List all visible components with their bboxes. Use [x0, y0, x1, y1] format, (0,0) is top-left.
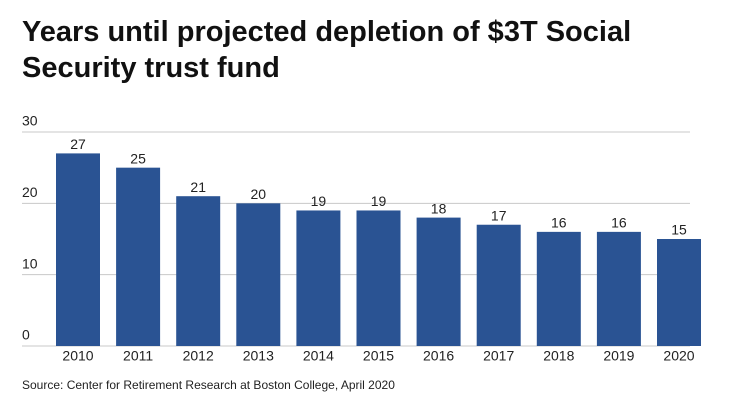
data-label: 16 [611, 215, 627, 231]
bar [236, 203, 281, 346]
data-label: 19 [371, 193, 387, 209]
y-tick-label: 20 [22, 184, 38, 200]
data-label: 27 [70, 136, 86, 152]
x-tick-label: 2012 [183, 348, 214, 364]
y-tick-label: 0 [22, 327, 30, 343]
x-tick-label: 2016 [423, 348, 454, 364]
y-tick-label: 30 [22, 113, 38, 129]
bar [176, 196, 221, 346]
data-label: 16 [551, 215, 567, 231]
bar [476, 224, 521, 346]
data-label: 19 [311, 193, 327, 209]
bar [116, 167, 161, 346]
x-tick-label: 2011 [123, 348, 153, 364]
x-tick-label: 2015 [363, 348, 394, 364]
data-label: 17 [491, 207, 507, 223]
bar [536, 231, 581, 346]
x-tick-label: 2020 [663, 348, 694, 364]
data-label: 18 [431, 200, 447, 216]
y-tick-label: 10 [22, 255, 38, 271]
x-tick-label: 2014 [303, 348, 334, 364]
data-label: 21 [190, 179, 206, 195]
x-tick-label: 2018 [543, 348, 574, 364]
x-tick-label: 2013 [243, 348, 274, 364]
bar [296, 210, 341, 346]
x-tick-label: 2010 [62, 348, 93, 364]
x-tick-label: 2019 [603, 348, 634, 364]
bar [596, 231, 641, 346]
data-label: 20 [251, 186, 267, 202]
bar [416, 217, 461, 346]
chart-title: Years until projected depletion of $3T S… [22, 16, 632, 84]
bar [56, 153, 100, 346]
source: Source: Center for Retirement Research a… [22, 378, 395, 392]
bar [356, 210, 401, 346]
bar [657, 239, 701, 346]
x-tick-label: 2017 [483, 348, 514, 364]
data-label: 15 [671, 222, 687, 238]
data-label: 25 [130, 150, 146, 166]
